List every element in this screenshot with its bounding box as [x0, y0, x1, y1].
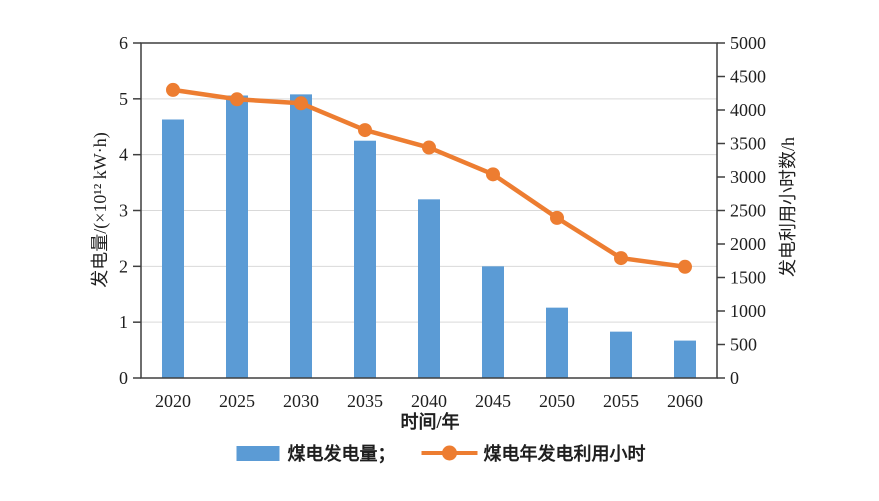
bar-2025 [226, 95, 248, 378]
x-tick-label-2050: 2050 [539, 391, 575, 411]
legend-line-marker-icon [442, 445, 457, 461]
y-left-tick-label: 4 [119, 145, 128, 165]
y-right-tick-label: 3500 [730, 134, 766, 154]
y-right-tick-label: 500 [730, 335, 757, 355]
bar-2020 [162, 119, 184, 378]
y-right-tick-label: 2000 [730, 234, 766, 254]
legend: 煤电发电量； 煤电年发电利用小时 [236, 440, 646, 466]
legend-line-label: 煤电年发电利用小时 [483, 444, 646, 464]
y-left-tick-label: 5 [119, 89, 128, 109]
line-marker-2060 [678, 259, 692, 274]
x-tick-label-2035: 2035 [347, 391, 383, 411]
y-right-tick-label: 4000 [730, 100, 766, 120]
y-left-tick-label: 1 [119, 312, 128, 332]
line-marker-2025 [230, 92, 244, 107]
bar-2045 [482, 266, 504, 378]
bar-2050 [546, 307, 568, 378]
x-tick-label-2020: 2020 [155, 391, 191, 411]
legend-bar-label: 煤电发电量； [287, 444, 396, 464]
line-marker-2020 [166, 82, 180, 97]
y-left-tick-label: 3 [119, 201, 128, 221]
x-tick-label-2055: 2055 [603, 391, 639, 411]
line-marker-2050 [550, 210, 564, 225]
y-right-tick-label: 4500 [730, 67, 766, 87]
bar-2055 [610, 331, 632, 378]
legend-bar-swatch-icon [236, 445, 280, 461]
y-left-tick-label: 2 [119, 256, 128, 276]
y-axis-title-right: 发电利用小时数/h [778, 136, 798, 278]
y-left-tick-label: 0 [119, 368, 128, 388]
line-marker-2030 [294, 96, 308, 111]
bar-2060 [674, 340, 696, 378]
y-left-tick-label: 6 [119, 33, 128, 53]
y-right-tick-label: 1000 [730, 301, 766, 321]
x-axis-title: 时间/年 [400, 412, 460, 432]
x-tick-label-2030: 2030 [283, 391, 319, 411]
y-right-tick-label: 5000 [730, 33, 766, 53]
bar-2040 [418, 199, 440, 378]
y-right-tick-label: 0 [730, 368, 739, 388]
bar-2035 [354, 140, 376, 378]
y-right-tick-label: 3000 [730, 167, 766, 187]
y-right-tick-label: 1500 [730, 268, 766, 288]
x-tick-label-2060: 2060 [667, 391, 703, 411]
bar-2030 [290, 94, 312, 378]
line-marker-2055 [614, 251, 628, 266]
x-tick-label-2025: 2025 [219, 391, 255, 411]
legend-line-swatch-icon [421, 445, 478, 461]
y-right-tick-label: 2500 [730, 201, 766, 221]
y-axis-title-left: 发电量/(×10¹² kW·h) [90, 132, 110, 288]
x-tick-label-2045: 2045 [475, 391, 511, 411]
line-marker-2045 [486, 167, 500, 182]
x-tick-label-2040: 2040 [411, 391, 447, 411]
line-marker-2035 [358, 123, 372, 138]
line-marker-2040 [422, 140, 436, 155]
